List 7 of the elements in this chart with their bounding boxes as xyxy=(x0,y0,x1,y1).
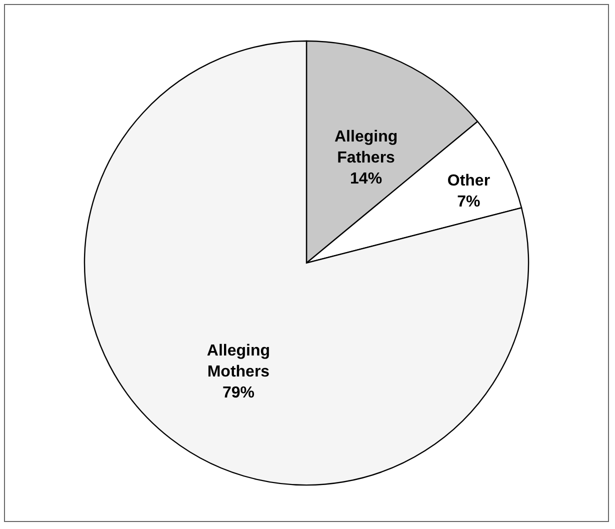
slice-label: Other xyxy=(447,172,490,190)
data-label: 79% xyxy=(222,384,254,402)
pie-slice xyxy=(84,40,530,486)
slice-label: Alleging Mothers xyxy=(206,342,270,381)
data-label: 7% xyxy=(457,193,480,210)
data-label: 14% xyxy=(350,170,382,188)
slice-label: Alleging Fathers xyxy=(334,128,398,166)
